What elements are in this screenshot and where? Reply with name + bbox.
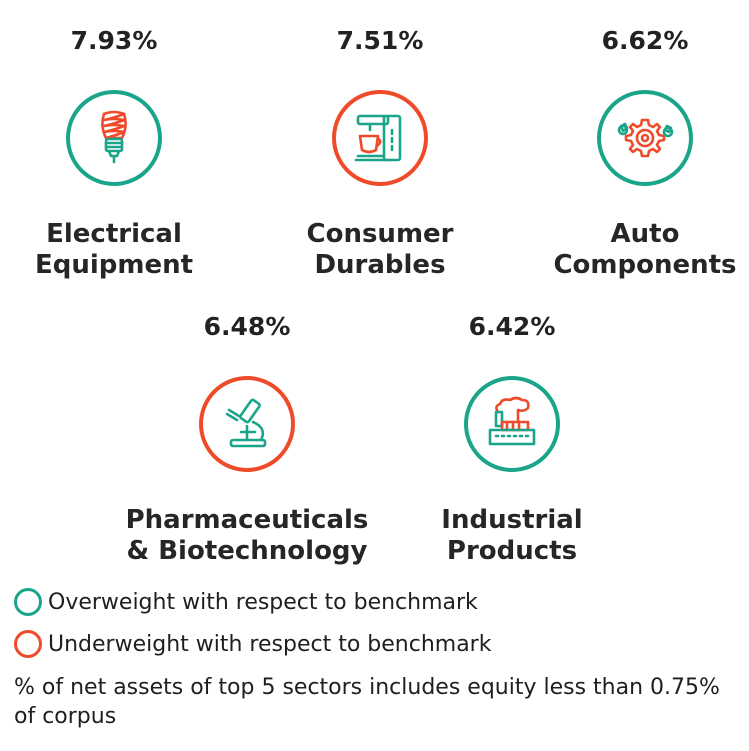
overweight-circle-icon [14, 588, 42, 616]
sector-name-line2: Durables [314, 250, 446, 280]
sector-percent: 6.48% [203, 312, 291, 341]
underweight-circle-icon [14, 630, 42, 658]
sector-name-line1: Pharmaceuticals [125, 505, 369, 535]
sector-name: Industrial Products [441, 505, 582, 567]
sector-name-line1: Industrial [441, 505, 583, 535]
sector-name-line1: Auto [610, 219, 680, 249]
sector-name-line2: Components [553, 250, 737, 280]
legend-underweight-text: Underweight with respect to benchmark [48, 631, 492, 657]
sector-percent: 7.93% [70, 26, 158, 55]
footnote: % of net assets of top 5 sectors include… [14, 675, 720, 729]
sector-percent: 6.42% [468, 312, 556, 341]
sector-name: Auto Components [553, 219, 736, 281]
sector-name-line2: Products [446, 536, 578, 566]
sector-name: Electrical Equipment [35, 219, 193, 281]
coffee-machine-icon [332, 90, 428, 186]
factory-icon [464, 376, 560, 472]
sector-name-line2: Equipment [34, 250, 194, 280]
sector-name: Pharmaceuticals & Biotechnology [126, 505, 369, 567]
sector-name-line1: Consumer [306, 219, 454, 249]
sector-percent: 7.51% [336, 26, 424, 55]
microscope-icon [199, 376, 295, 472]
gears-icon [597, 90, 693, 186]
sector-name: Consumer Durables [307, 219, 454, 281]
legend-overweight: Overweight with respect to benchmark [14, 588, 478, 616]
legend-overweight-text: Overweight with respect to benchmark [48, 589, 478, 615]
light-bulb-icon [66, 90, 162, 186]
sector-name-line2: & Biotechnology [126, 536, 368, 566]
legend-underweight: Underweight with respect to benchmark [14, 630, 491, 658]
sector-name-line1: Electrical [46, 219, 182, 249]
sector-percent: 6.62% [601, 26, 689, 55]
